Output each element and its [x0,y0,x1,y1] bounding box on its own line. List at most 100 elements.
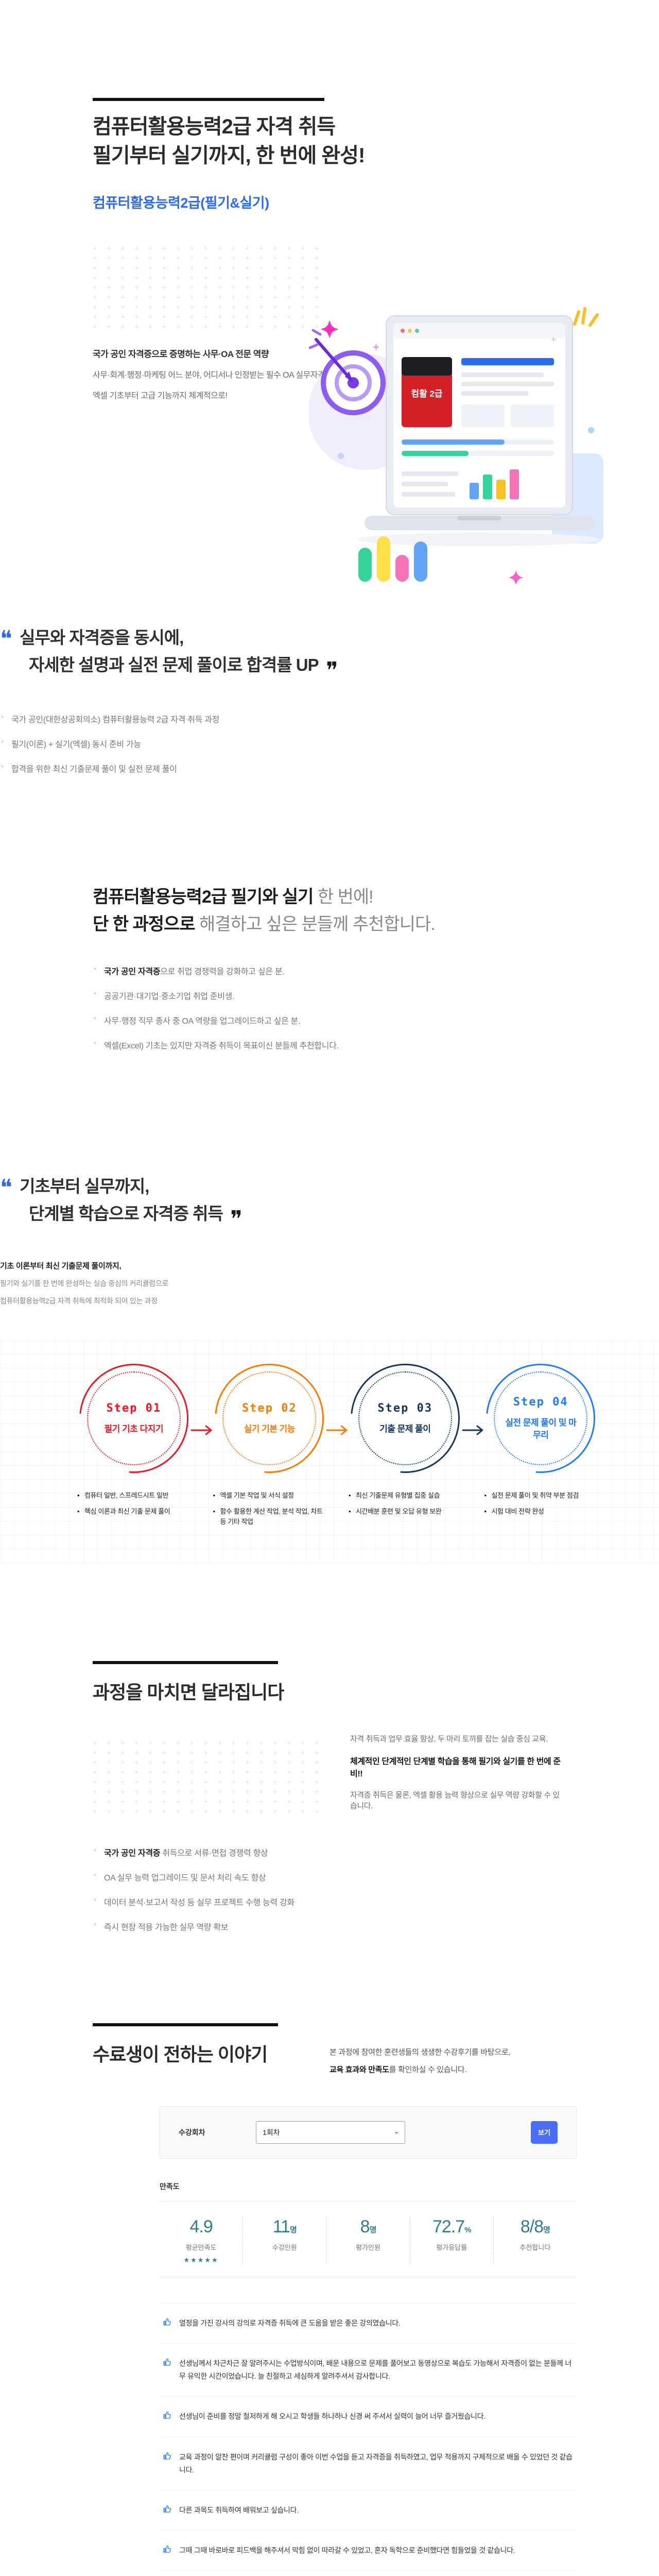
course-round-select[interactable]: 1회차 [256,2121,405,2144]
thumbs-up-icon [163,2452,171,2460]
list-item: 합격을 위한 최신 기출문제 풀이 및 실전 문제 풀이 [0,762,566,774]
stat-value: 11 [272,2216,290,2236]
screen-line [461,391,528,396]
course-round-select-wrap: 1회차 ⌄ [256,2121,405,2144]
bullet-rest: 엑셀(Excel) 기초는 있지만 자격증 취득이 목표이신 분들께 추천합니다… [104,1042,339,1051]
section-accent-bar [93,1660,278,1664]
review-row: 선생님이 준비를 정말 철저하게 해 오시고 학생들 하나하나 신경 써 주셔서… [160,2397,577,2437]
quote-open-icon: ❝ [0,1175,12,1201]
bullet-rest: OA 실무 능력 업그레이드 및 문서 처리 속도 향상 [104,1873,266,1883]
bullet-rest: 으로 취업 경쟁력을 강화하고 싶은 분. [160,968,285,977]
view-button[interactable]: 보기 [531,2121,558,2144]
stat-average-score: 4.9 평균만족도 ★★★★★ [160,2217,242,2264]
recommend-heading-rest2: 해결하고 싶은 분들께 추천합니다. [195,914,436,934]
list-item: 함수 활용한 계산 작업, 분석 작업, 차트 등 기타 작업 [213,1506,326,1527]
hero-section: 컴퓨터활용능력2급 자격 취득 필기부터 실기까지, 한 번에 완성! 컴퓨터활… [0,98,659,616]
list-item: OA 실무 능력 업그레이드 및 문서 처리 속도 향상 [93,1871,566,1883]
dart-shaft [315,338,353,381]
stat-response-rate: 72.7% 평가응답률 [409,2216,493,2264]
screen-card [511,404,554,427]
quote-section-1: ❝ 실무와 자격증을 동시에, 자세한 설명과 실전 문제 풀이로 합격률 UP… [0,625,659,774]
quote2-subtext: 기초 이론부터 최신 기출문제 풀이까지, 필기와 실기를 한 번에 완성하는 … [0,1260,566,1306]
browser-dot-yellow [408,329,412,333]
review-row: 선생님께서 차근차근 잘 알려주시는 수업방식이며, 배운 내용으로 문제를 풀… [160,2344,577,2397]
list-item: 엑셀 기본 작업 및 서식 설정 [213,1490,326,1501]
list-item: 필기(이론) + 실기(엑셀) 동시 준비 가능 [0,737,566,750]
stat-evaluators: 8명 평가인원 [326,2216,409,2264]
hero-description-line1: 사무·회계·행정·마케팅 어느 분야, 어디서나 인정받는 필수 OA 실무자격… [93,371,333,380]
stat-label: 평가응답률 [436,2243,467,2251]
step-03-number: Step 03 [377,1401,433,1415]
list-item: 컴퓨터 일반, 스프레드시트 일반 [77,1490,170,1501]
quote-close-icon: ❞ [230,1207,242,1232]
benefits-line2-bold: 체계적인 단계적인 단계별 학습을 통해 필기와 실기를 한 번에 준비!! [350,1757,561,1778]
review-row: 교육 과정이 알찬 편이며 커리큘럼 구성이 좋아 이번 수업을 듣고 자격증을… [160,2437,577,2490]
plus-pattern-decoration: + + + + + + + + + + + + + + + + + + + + … [93,1739,319,1816]
quote1-line1: 실무와 자격증을 동시에, [20,628,184,647]
stat-value: 4.9 [189,2216,213,2236]
deco-bar-yellow [377,536,390,582]
step-03-title: 기출 문제 풀이 [379,1423,431,1434]
benefits-bullet-list: 국가 공인 자격증 취득으로 서류·면접 경쟁력 향상 OA 실무 능력 업그레… [93,1846,566,1933]
hero-illustration: 컴활 2급 [309,307,603,585]
screen-line [402,492,455,497]
review-row: 열정을 가진 강사의 강의로 자격증 취득에 큰 도움을 받은 좋은 강의였습니… [160,2302,577,2344]
bullet-rest: 즉시 현장 적용 가능한 실무 역량 확보 [104,1923,229,1932]
screen-line [461,382,554,386]
screen-card [461,404,505,427]
screen-line [402,471,458,476]
arrow-right-icon [462,1425,483,1435]
benefits-intro-row: + + + + + + + + + + + + + + + + + + + + … [93,1733,566,1821]
stories-head: 수료생이 전하는 이야기 본 과정에 참여한 훈련생들의 생생한 수강후기를 바… [93,2023,566,2079]
course-name-subtitle: 컴퓨터활용능력2급(필기&실기) [93,195,269,211]
arrow-right-icon [190,1425,212,1435]
deco-bar-blue [414,541,427,582]
progress-fill [402,451,469,456]
quote-close-icon: ❞ [326,658,338,683]
quote1-line2: 자세한 설명과 실전 문제 풀이로 합격률 UP [29,655,319,674]
review-text: 열정을 가진 강사의 강의로 자격증 취득에 큰 도움을 받은 좋은 강의였습니… [179,2318,401,2327]
stories-intro-bold: 교육 효과와 만족도 [330,2065,389,2075]
list-item: 국가 공인 자격증으로 취업 경쟁력을 강화하고 싶은 분. [93,964,566,977]
step-04: Step 04 실전 문제 풀이 및 마무리 실전 문제 풀이 및 취약 부분 … [484,1364,598,1521]
review-list: 열정을 가진 강사의 강의로 자격증 취득에 큰 도움을 받은 좋은 강의였습니… [160,2302,577,2576]
dart-fletching [309,329,322,349]
recommend-heading-bold2: 단 한 과정으로 [93,914,196,934]
bullet-rest: 데이터 분석·보고서 작성 등 실무 프로젝트 수행 능력 강화 [104,1898,294,1907]
browser-dot-red [401,329,405,333]
deco-bar-pink [395,555,409,582]
recommend-bullet-list: 국가 공인 자격증으로 취업 경쟁력을 강화하고 싶은 분. 공공기관·대기업·… [93,964,566,1051]
stories-intro-rest: 를 확인하실 수 있습니다. [389,2065,467,2075]
chart-bar [483,474,492,499]
benefits-line3: 자격증 취득은 물론, 엑셀 활용 능력 향상으로 실무 역량 강화할 수 있습… [350,1790,560,1810]
screen-header-bar [461,358,554,365]
bullet-lead: 국가 공인 자격증 [104,1849,161,1858]
laptop-shadow [358,533,600,546]
deco-plus: + [551,334,557,345]
satisfaction-stats: 4.9 평균만족도 ★★★★★ 11명 수강인원 8명 평가인원 72.7% 평… [160,2200,577,2278]
stat-recommend: 8/8명 추천합니다 [493,2216,577,2264]
review-filter-panel: 수강회차 1회차 ⌄ 보기 [160,2106,577,2159]
list-item: 시험 대비 전략 완성 [484,1506,579,1517]
step-01-circle: Step 01 필기 기초 다지기 [79,1364,188,1473]
recommend-heading-bold1: 컴퓨터활용능력2급 필기와 실기 [93,887,314,907]
chart-bar [510,469,519,499]
section-accent-bar [93,2023,278,2026]
stat-suffix: % [464,2225,471,2234]
bullet-rest: 사무·행정 직무 종사 중 OA 역량을 업그레이드하고 싶은 분. [104,1017,301,1026]
dart-tip [345,371,353,383]
chart-bar [496,480,506,499]
list-item: 공공기관·대기업·중소기업 취업 준비생. [93,989,566,1002]
page-title-line2: 필기부터 실기까지, 한 번에 완성! [93,144,365,167]
step-02-title: 실기 기본 기능 [244,1423,296,1434]
recommend-heading: 컴퓨터활용능력2급 필기와 실기 한 번에! 단 한 과정으로 해결하고 싶은 … [93,884,566,938]
course-round-label: 수강회차 [179,2128,205,2137]
arrow-right-icon [326,1425,348,1435]
step-02: Step 02 실기 기본 기능 엑셀 기본 작업 및 서식 설정 함수 활용한… [213,1364,326,1532]
step-01-bullets: 컴퓨터 일반, 스프레드시트 일반 핵심 이론과 최신 기출 문제 풀이 [77,1490,170,1521]
laptop-base [365,516,595,530]
thumbs-up-icon [163,2505,171,2513]
stat-label: 평가인원 [356,2243,380,2251]
plus-pattern-decoration: + + + + + + + + + + + + + + + + + + + + … [93,244,323,330]
thumbs-up-icon [163,2318,171,2326]
